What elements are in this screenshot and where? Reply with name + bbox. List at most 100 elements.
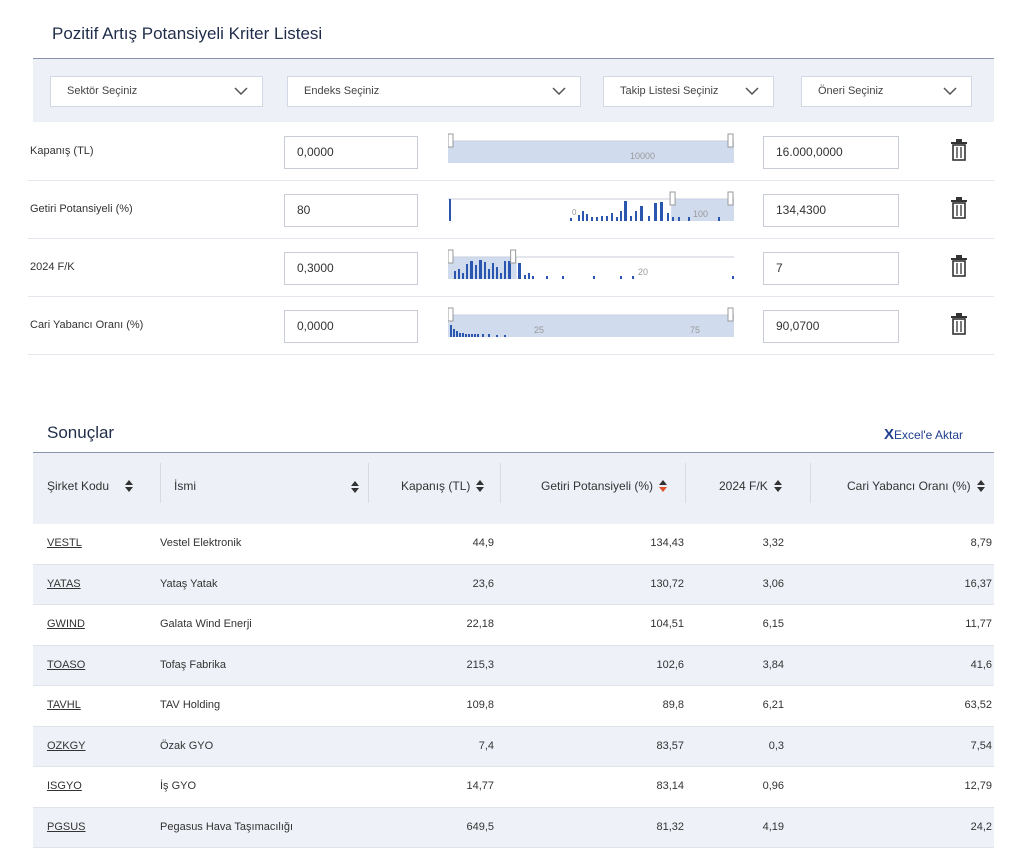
criteria-row-pe: 2024 F/K 0,3000 20 7	[28, 239, 994, 297]
company-code-link[interactable]: PGSUS	[47, 820, 86, 833]
chevron-down-icon	[234, 87, 248, 95]
trash-icon[interactable]	[950, 313, 968, 335]
close-value: 14,77	[466, 780, 494, 792]
histogram	[454, 260, 734, 279]
index-select-label: Endeks Seçiniz	[304, 85, 380, 97]
trash-icon[interactable]	[950, 139, 968, 161]
range-slider[interactable]: 25 75	[448, 307, 734, 341]
company-name: Galata Wind Enerji	[160, 618, 252, 630]
sector-select[interactable]: Sektör Seçiniz	[50, 76, 263, 107]
slider-min-handle[interactable]	[669, 191, 676, 206]
table-row: YATAS Yataş Yatak 23,6 130,72 3,06 16,37	[33, 564, 994, 605]
slider-max-handle[interactable]	[510, 249, 517, 264]
chevron-down-icon	[943, 87, 957, 95]
column-header-close[interactable]: Kapanış (TL)	[401, 479, 485, 493]
column-header-label: 2024 F/K	[719, 479, 768, 493]
table-row: GWIND Galata Wind Enerji 22,18 104,51 6,…	[33, 605, 994, 646]
table-row: ISGYO İş GYO 14,77 83,14 0,96 12,79	[33, 767, 994, 808]
range-slider[interactable]: 0 100	[448, 191, 734, 225]
slider-selection	[448, 141, 734, 163]
recommendation-select[interactable]: Öneri Seçiniz	[801, 76, 972, 107]
slider-max-handle[interactable]	[727, 307, 734, 322]
company-name: Vestel Elektronik	[160, 537, 242, 549]
foreign-value: 7,54	[970, 739, 992, 752]
company-code-link[interactable]: GWIND	[47, 618, 85, 630]
column-header-code[interactable]: Şirket Kodu	[47, 479, 134, 493]
sort-icon	[476, 480, 485, 492]
min-input[interactable]: 0,3000	[284, 252, 418, 285]
criteria-row-potential: Getiri Potansiyeli (%) 80 0 100 134,4300	[28, 181, 994, 239]
pe-value: 4,19	[762, 820, 784, 833]
max-input[interactable]: 134,4300	[763, 194, 899, 227]
company-name: Yataş Yatak	[160, 577, 218, 590]
max-input[interactable]: 16.000,0000	[763, 136, 899, 169]
column-header-potential[interactable]: Getiri Potansiyeli (%)	[541, 479, 668, 493]
slider-max-handle[interactable]	[727, 191, 734, 206]
company-code-link[interactable]: TOASO	[47, 658, 86, 671]
pe-value: 6,15	[762, 618, 784, 630]
company-code-link[interactable]: YATAS	[47, 577, 81, 590]
close-value: 109,8	[466, 699, 494, 711]
table-row: TOASO Tofaş Fabrika 215,3 102,6 3,84 41,…	[33, 645, 994, 686]
company-name: TAV Holding	[160, 699, 221, 711]
column-header-name[interactable]: İsmi	[174, 479, 196, 493]
pe-value: 0,3	[768, 739, 784, 752]
company-code-link[interactable]: OZKGY	[47, 739, 86, 752]
min-input[interactable]: 0,0000	[284, 136, 418, 169]
table-row: VESTL Vestel Elektronik 44,9 134,43 3,32…	[33, 524, 994, 565]
sort-icon	[976, 480, 985, 492]
potential-value: 83,14	[656, 780, 684, 792]
column-header-label: Getiri Potansiyeli (%)	[541, 479, 654, 493]
criteria-label: 2024 F/K	[30, 261, 75, 273]
slider-min-handle[interactable]	[448, 249, 454, 264]
max-input[interactable]: 7	[763, 252, 899, 285]
table-row: OZKGY Özak GYO 7,4 83,57 0,3 7,54	[33, 726, 994, 767]
chevron-down-icon	[745, 87, 759, 95]
min-input[interactable]: 0,0000	[284, 310, 418, 343]
column-header-label: Cari Yabancı Oranı (%)	[847, 479, 971, 493]
sort-icon	[125, 480, 134, 492]
slider-min-handle[interactable]	[448, 133, 454, 148]
histogram	[570, 201, 720, 221]
pe-value: 3,06	[762, 577, 784, 590]
histogram	[450, 325, 506, 337]
slider-max-handle[interactable]	[727, 133, 734, 148]
potential-value: 83,57	[656, 739, 684, 752]
range-slider[interactable]: 10000	[448, 133, 734, 167]
excel-export-button[interactable]: XExcel'e Aktar	[884, 426, 963, 443]
foreign-value: 63,52	[964, 699, 992, 711]
slider-tick-label: 0	[572, 208, 577, 217]
table-row: TAVHL TAV Holding 109,8 89,8 6,21 63,52	[33, 686, 994, 727]
criteria-label: Getiri Potansiyeli (%)	[30, 203, 133, 215]
min-input[interactable]: 80	[284, 194, 418, 227]
company-code-link[interactable]: TAVHL	[47, 699, 81, 711]
company-code-link[interactable]: VESTL	[47, 537, 82, 549]
trash-icon[interactable]	[950, 255, 968, 277]
company-name: İş GYO	[160, 780, 197, 792]
criteria-title: Pozitif Artış Potansiyeli Kriter Listesi	[52, 24, 323, 43]
column-header-pe[interactable]: 2024 F/K	[719, 479, 782, 493]
watchlist-select[interactable]: Takip Listesi Seçiniz	[603, 76, 774, 107]
sector-select-label: Sektör Seçiniz	[67, 85, 138, 97]
index-select[interactable]: Endeks Seçiniz	[287, 76, 581, 107]
slider-min-handle[interactable]	[448, 307, 454, 322]
potential-value: 89,8	[662, 699, 684, 711]
recommendation-select-label: Öneri Seçiniz	[818, 85, 884, 97]
foreign-value: 8,79	[970, 537, 992, 549]
pe-value: 3,84	[762, 658, 784, 671]
company-code-link[interactable]: ISGYO	[47, 780, 82, 792]
close-value: 44,9	[472, 537, 494, 549]
column-divider	[810, 463, 811, 503]
results-title: Sonuçlar	[47, 423, 115, 442]
company-name: Özak GYO	[160, 739, 214, 752]
column-header-foreign[interactable]: Cari Yabancı Oranı (%)	[847, 479, 985, 493]
max-input[interactable]: 90,0700	[763, 310, 899, 343]
foreign-value: 11,77	[965, 618, 992, 630]
trash-icon[interactable]	[950, 197, 968, 219]
column-header-label: Kapanış (TL)	[401, 479, 471, 493]
column-divider	[368, 463, 369, 503]
slider-tick-label: 20	[638, 267, 648, 277]
column-divider	[160, 463, 161, 503]
range-slider[interactable]: 20	[448, 249, 734, 283]
potential-value: 102,6	[656, 658, 684, 671]
